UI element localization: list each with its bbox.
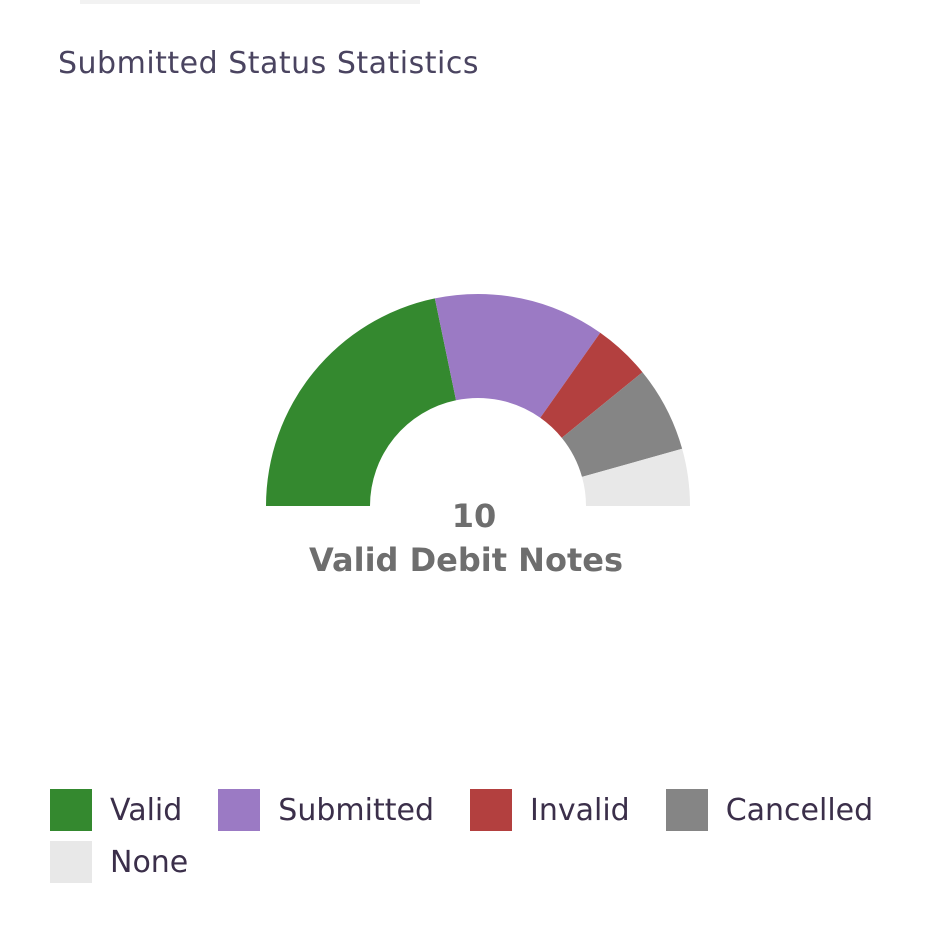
slice-submitted[interactable]	[434, 294, 601, 418]
slice-none[interactable]	[581, 448, 690, 506]
chart-title: Submitted Status Statistics	[58, 46, 479, 81]
legend-swatch	[469, 789, 512, 831]
center-label: Valid Debit Notes	[309, 541, 623, 579]
slice-cancelled[interactable]	[561, 372, 683, 477]
legend-label: Submitted	[278, 792, 434, 828]
center-value: 10	[451, 497, 497, 535]
legend-swatch	[218, 789, 261, 831]
legend-swatch	[50, 841, 92, 883]
legend-label: Valid	[110, 792, 183, 828]
legend-label: None	[110, 844, 189, 880]
slice-valid[interactable]	[266, 298, 457, 506]
legend-swatch	[50, 789, 92, 831]
legend-item-cancelled[interactable]: Cancelled	[665, 788, 874, 832]
legend-item-none[interactable]: None	[50, 840, 188, 884]
legend-item-invalid[interactable]: Invalid	[469, 788, 630, 832]
legend-item-submitted[interactable]: Submitted	[218, 788, 434, 832]
legend-label: Cancelled	[725, 792, 874, 828]
chart-legend: Valid Submitted Invalid Cancelled None	[50, 788, 910, 884]
legend-item-valid[interactable]: Valid	[50, 788, 182, 832]
legend-swatch	[665, 789, 708, 831]
legend-label: Invalid	[529, 792, 630, 828]
top-divider	[80, 0, 420, 4]
slice-invalid[interactable]	[540, 332, 643, 438]
